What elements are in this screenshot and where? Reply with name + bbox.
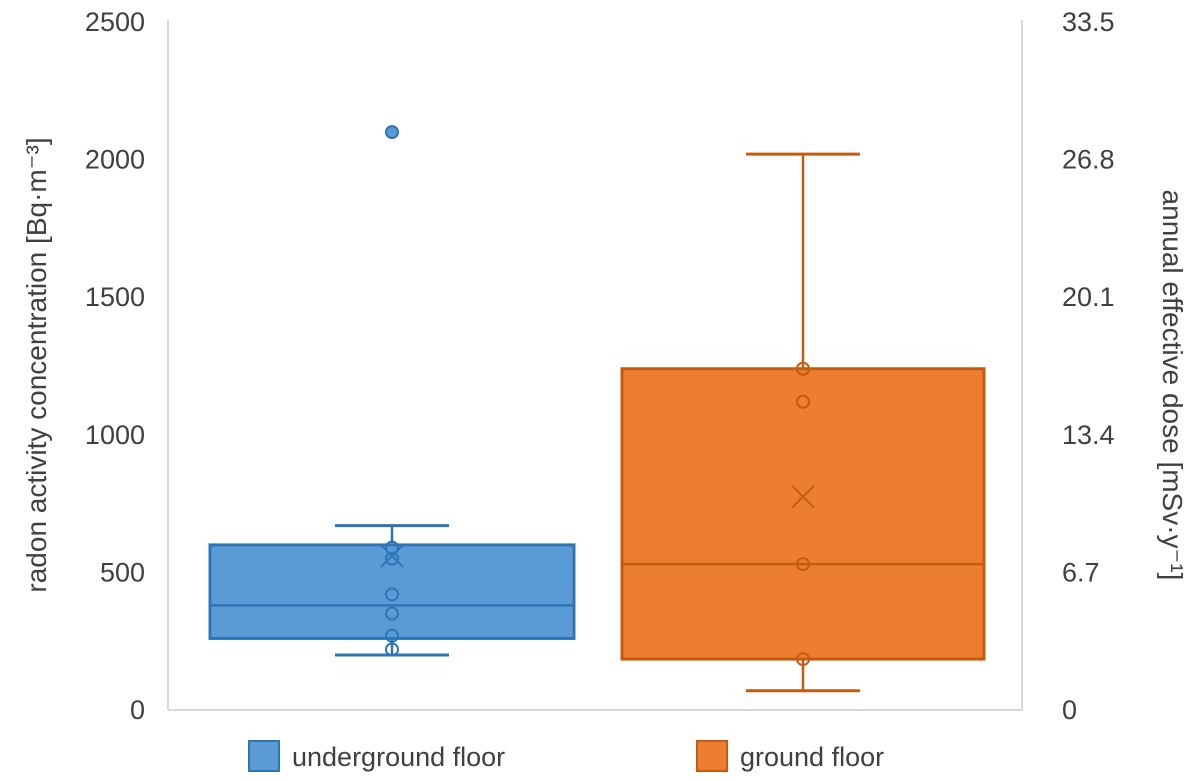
data-point [385,628,399,643]
legend: underground floor ground floor [248,740,884,772]
right-tick-label: 0 [1062,695,1077,725]
legend-label-underground: underground floor [292,742,505,772]
left-tick-label: 2000 [85,145,145,175]
data-point [796,394,810,409]
box-iqr [620,367,986,661]
legend-swatch-ground [696,740,728,772]
right-axis-title: annual effective dose [mSv·y⁻¹] [1157,190,1188,581]
data-point [385,606,399,621]
left-tick-labels: 0 500 1000 1500 2000 2500 [85,7,145,725]
left-tick-label: 500 [100,557,145,587]
left-tick-label: 2500 [85,7,145,37]
legend-label-ground: ground floor [740,742,884,772]
data-point [385,642,399,657]
data-point [796,557,810,572]
box-underground [208,125,576,657]
box-iqr [208,543,576,640]
box-plots [208,125,986,693]
left-tick-label: 1000 [85,420,145,450]
right-tick-label: 13.4 [1062,420,1115,450]
left-tick-label: 0 [130,695,145,725]
right-tick-label: 20.1 [1062,282,1115,312]
left-axis-title: radon activity concentration [Bq·m⁻³] [21,137,52,592]
left-tick-label: 1500 [85,282,145,312]
mean-marker [380,544,404,568]
right-tick-label: 33.5 [1062,7,1115,37]
data-point [796,361,810,376]
right-tick-labels: 0 6.7 13.4 20.1 26.8 33.5 [1062,7,1115,725]
legend-swatch-underground [248,740,280,772]
data-point [385,587,399,602]
outlier-point [385,125,399,140]
right-tick-label: 6.7 [1062,557,1100,587]
box-ground [620,152,986,693]
mean-marker [791,485,815,509]
right-tick-label: 26.8 [1062,145,1115,175]
data-point [385,540,399,555]
data-point [796,652,810,667]
